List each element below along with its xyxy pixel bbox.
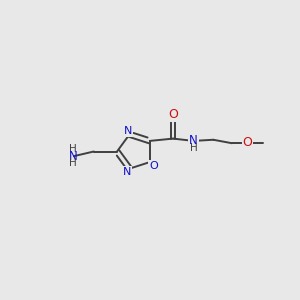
Text: H: H: [69, 158, 77, 168]
Text: O: O: [149, 161, 158, 171]
Text: N: N: [68, 150, 77, 163]
Text: O: O: [242, 136, 252, 149]
Text: N: N: [124, 126, 132, 136]
Text: N: N: [189, 134, 198, 147]
Text: H: H: [190, 143, 197, 153]
Text: O: O: [168, 108, 178, 121]
Text: N: N: [123, 167, 131, 177]
Text: H: H: [69, 144, 77, 154]
